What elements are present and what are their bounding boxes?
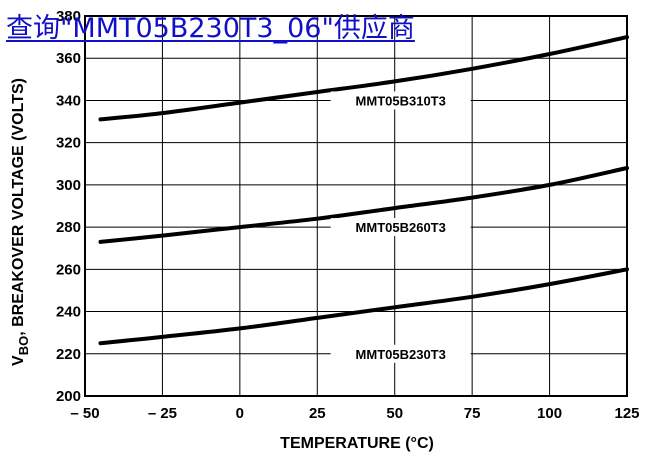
y-tick-label: 260 [56, 261, 81, 278]
y-axis-title-main: V [10, 355, 27, 366]
series-label: MMT05B260T3 [356, 220, 446, 235]
y-axis-title-rest: , BREAKOVER VOLTAGE (VOLTS) [10, 78, 27, 336]
y-tick-label: 200 [56, 388, 81, 405]
y-tick-label: 300 [56, 177, 81, 194]
x-tick-labels: – 50 – 25 0 25 50 75 100 125 [70, 405, 639, 422]
series-line-1 [98, 35, 629, 122]
curve-labels: MMT05B310T3 MMT05B260T3 MMT05B230T3 [330, 91, 471, 363]
plot-frame [84, 15, 628, 397]
grid [84, 15, 628, 397]
y-axis-title: VBO, BREAKOVER VOLTAGE (VOLTS) [10, 78, 31, 366]
y-tick-label: 320 [56, 135, 81, 152]
curves [98, 35, 629, 346]
x-axis-title: TEMPERATURE (°C) [280, 435, 434, 452]
x-tick-label: 25 [309, 405, 326, 422]
y-tick-label: 360 [56, 50, 81, 67]
y-tick-label: 380 [56, 8, 81, 25]
x-tick-label: – 50 [70, 405, 99, 422]
x-tick-label: – 25 [148, 405, 177, 422]
y-axis-title-sub: BO [16, 336, 31, 356]
series-label: MMT05B230T3 [356, 347, 446, 362]
series-label-bg [330, 344, 471, 363]
series-line-3 [98, 267, 629, 346]
series-label-bg [330, 218, 471, 237]
x-tick-label: 50 [386, 405, 403, 422]
y-tick-label: 280 [56, 219, 81, 236]
y-tick-label: 340 [56, 92, 81, 109]
supplier-search-link[interactable]: 查询"MMT05B230T3_06"供应商 [6, 13, 415, 44]
y-tick-label: 240 [56, 304, 81, 321]
y-tick-labels: 200 220 240 260 280 300 320 340 360 380 [56, 8, 81, 405]
x-tick-label: 75 [464, 405, 481, 422]
y-tick-label: 220 [56, 346, 81, 363]
series-label: MMT05B310T3 [356, 93, 446, 108]
x-tick-label: 125 [614, 405, 639, 422]
series-line-2 [98, 166, 629, 244]
x-tick-label: 0 [236, 405, 244, 422]
series-label-bg [330, 91, 471, 110]
x-tick-label: 100 [537, 405, 562, 422]
